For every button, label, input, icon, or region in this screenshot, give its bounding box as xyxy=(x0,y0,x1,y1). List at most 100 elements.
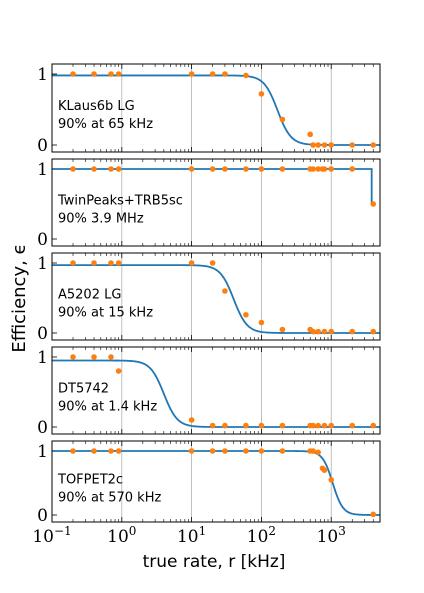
data-point xyxy=(70,354,76,360)
data-point xyxy=(91,354,97,360)
data-point xyxy=(258,422,265,429)
fit-curve xyxy=(52,168,373,204)
data-point xyxy=(307,131,313,138)
data-point xyxy=(328,166,335,172)
data-point xyxy=(91,166,97,172)
panel-1: 0 1 KLaus6b LG 90% at 65 kHz xyxy=(37,63,381,156)
data-point xyxy=(279,326,286,333)
data-point xyxy=(70,166,76,172)
data-point xyxy=(310,166,316,172)
y-tick-label: 0 xyxy=(37,324,48,344)
data-point xyxy=(321,142,328,148)
data-point xyxy=(321,166,328,172)
data-point xyxy=(70,71,76,77)
efficiency-spec-label: 90% at 15 kHz xyxy=(58,306,153,321)
panel-2: 0 1 TwinPeaks+TRB5sc 90% 3.9 MHz xyxy=(37,158,381,250)
y-tick-label: 1 xyxy=(37,442,48,462)
panel-5: 0 1 TOFPET2c 90% at 570 kHz xyxy=(37,440,381,526)
data-point xyxy=(243,312,249,318)
data-point xyxy=(188,448,195,454)
panel-frame xyxy=(51,158,381,247)
panel-frame xyxy=(51,440,381,523)
data-point xyxy=(222,422,228,429)
data-point xyxy=(222,71,228,77)
detector-name-label: A5202 LG xyxy=(58,288,121,303)
x-tick-label: 100 xyxy=(107,524,136,547)
detector-name-label: KLaus6b LG xyxy=(58,99,135,114)
data-point xyxy=(315,166,321,172)
data-point xyxy=(370,328,377,335)
data-point xyxy=(108,354,114,360)
y-tick-label: 0 xyxy=(37,418,48,438)
data-point xyxy=(115,368,122,374)
data-point xyxy=(188,166,195,172)
data-point xyxy=(108,71,114,77)
data-point xyxy=(321,467,328,474)
detector-name-label: TOFPET2c xyxy=(57,473,123,488)
data-point xyxy=(91,71,97,77)
data-point xyxy=(209,448,216,454)
data-point xyxy=(222,448,228,454)
data-point xyxy=(370,422,377,429)
y-tick-label: 0 xyxy=(37,230,48,250)
data-point xyxy=(115,448,122,454)
efficiency-spec-label: 90% at 1.4 kHz xyxy=(58,400,157,415)
efficiency-spec-label: 90% at 570 kHz xyxy=(58,491,161,506)
data-point xyxy=(209,260,216,266)
detector-name-label: DT5742 xyxy=(58,382,109,397)
data-point xyxy=(370,201,377,207)
data-point xyxy=(258,448,265,454)
data-point xyxy=(258,166,265,172)
panel-frame xyxy=(51,346,381,435)
data-point xyxy=(188,260,195,266)
efficiency-spec-label: 90% 3.9 MHz xyxy=(58,212,144,227)
data-point xyxy=(108,260,114,266)
data-point xyxy=(279,448,286,454)
y-tick-label: 1 xyxy=(37,254,48,274)
data-point xyxy=(328,142,335,148)
data-point xyxy=(188,71,195,77)
data-point xyxy=(328,328,335,335)
fit-curve xyxy=(52,450,380,516)
data-point xyxy=(243,422,249,429)
data-point xyxy=(315,422,321,429)
data-point xyxy=(310,142,316,148)
data-point xyxy=(279,116,286,123)
data-point xyxy=(315,328,321,335)
efficiency-spec-label: 90% at 65 kHz xyxy=(58,117,153,132)
data-point xyxy=(370,142,377,148)
data-point xyxy=(310,422,316,429)
data-point xyxy=(310,448,316,454)
x-tick-label: 10−1 xyxy=(32,524,71,547)
data-point xyxy=(91,260,97,266)
data-point xyxy=(222,166,228,172)
data-point xyxy=(321,422,328,429)
data-point xyxy=(243,166,249,172)
y-tick-label: 1 xyxy=(37,65,48,85)
panel-3: 0 1 A5202 LG 90% at 15 kHz xyxy=(37,252,381,344)
x-tick-labels: 10−1 100 101 102 103 xyxy=(32,524,346,547)
data-point xyxy=(279,422,286,429)
x-tick-label: 101 xyxy=(177,524,206,547)
data-point xyxy=(115,260,122,266)
data-point xyxy=(349,422,356,429)
panels-group: 0 1 KLaus6b LG 90% at 65 kHz 0 1 TwinPeaks+TRB… xyxy=(37,63,381,526)
x-tick-label: 102 xyxy=(247,524,276,547)
data-point xyxy=(222,288,228,294)
data-point xyxy=(108,166,114,172)
y-tick-label: 1 xyxy=(37,348,48,368)
panel-frame xyxy=(51,252,381,341)
data-point xyxy=(115,71,122,77)
panel-frame xyxy=(51,63,381,153)
x-tick-label: 103 xyxy=(317,524,346,547)
y-tick-label: 0 xyxy=(37,506,48,526)
data-point xyxy=(315,449,321,456)
detector-name-label: TwinPeaks+TRB5sc xyxy=(57,194,183,209)
data-point xyxy=(243,72,249,79)
data-point xyxy=(209,71,216,77)
data-point xyxy=(258,319,265,326)
data-point xyxy=(349,166,356,172)
y-axis-label: Efficiency, ϵ xyxy=(9,243,30,352)
data-point xyxy=(209,166,216,172)
